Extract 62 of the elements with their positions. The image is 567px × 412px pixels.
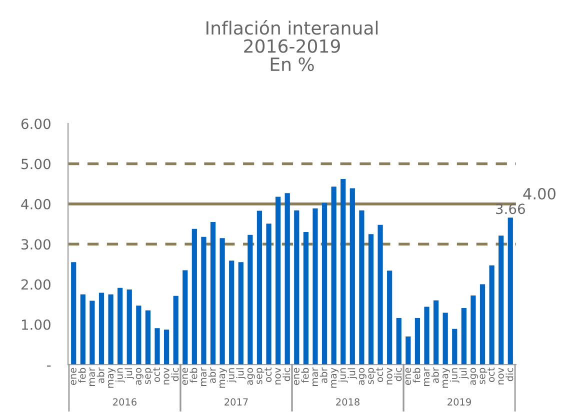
- x-tick-label: jun: [338, 368, 348, 383]
- x-tick-label: feb: [78, 368, 86, 383]
- x-tick-label: nov: [164, 368, 170, 384]
- x-tick-label: ene: [182, 368, 188, 385]
- x-tick-label: dic: [506, 368, 514, 382]
- x-tick-label: ago: [470, 368, 478, 385]
- x-tick-label: may: [442, 368, 450, 388]
- x-tick-label: ago: [358, 368, 366, 385]
- x-tick-label: mar: [424, 367, 430, 386]
- x-tick-label: dic: [282, 368, 290, 382]
- y-tick-label: 2.00: [21, 279, 50, 290]
- x-tick-label: jul: [236, 368, 246, 380]
- y-tick-label: 1.00: [22, 319, 50, 330]
- y-tick-label: 4.00: [21, 198, 50, 210]
- x-tick-label: feb: [301, 368, 309, 383]
- x-tick-label: jun: [115, 368, 125, 383]
- x-tick-label: nov: [498, 368, 504, 384]
- x-tick-label: abr: [431, 367, 439, 383]
- x-tick-label: sep: [368, 368, 376, 384]
- x-tick-label: sep: [256, 368, 264, 384]
- x-tick-label: sep: [480, 368, 488, 384]
- x-tick-label: may: [108, 368, 116, 388]
- x-tick-label: oct: [264, 368, 272, 382]
- text: 2018: [336, 398, 360, 406]
- x-tick-label: dic: [394, 368, 402, 382]
- text: 2016: [113, 398, 136, 406]
- chart-title: Inflación interanual 2016-2019 En %: [206, 20, 378, 72]
- x-tick-label: nov: [386, 368, 392, 384]
- x-tick-label: feb: [412, 368, 420, 383]
- text: 2019: [448, 398, 471, 406]
- x-tick-label: abr: [320, 367, 328, 383]
- y-tick-label: 6.00: [21, 118, 50, 130]
- x-tick-label: oct: [153, 368, 160, 382]
- x-tick-label: nov: [275, 368, 281, 384]
- x-tick-label: oct: [376, 368, 384, 382]
- x-tick-label: dic: [171, 368, 179, 382]
- x-tick-label: ago: [136, 368, 144, 385]
- ref-line-label: 4.00: [523, 188, 556, 200]
- x-tick-label: abr: [208, 367, 216, 383]
- x-tick-label: mar: [200, 367, 207, 386]
- x-tick-label: jul: [124, 368, 134, 380]
- x-tick-label: abr: [96, 367, 104, 383]
- y-tick-label: 5.00: [22, 158, 50, 170]
- y-tick-label: 3.00: [22, 239, 50, 250]
- x-tick-label: oct: [488, 368, 495, 382]
- x-tick-label: ago: [247, 368, 255, 385]
- x-tick-label: sep: [145, 368, 153, 384]
- x-tick-label: jun: [226, 368, 236, 383]
- x-tick-label: jun: [450, 368, 460, 383]
- x-tick-label: may: [331, 368, 339, 388]
- data-label: 3.66: [496, 204, 525, 214]
- text: 2017: [224, 398, 248, 406]
- y-tick-label: -: [47, 366, 51, 367]
- x-tick-label: feb: [190, 368, 198, 383]
- x-tick-label: may: [220, 368, 228, 388]
- x-tick-label: mar: [312, 367, 318, 386]
- x-tick-label: ene: [70, 368, 76, 385]
- x-tick-label: jul: [459, 368, 469, 380]
- x-tick-label: mar: [89, 367, 96, 386]
- x-tick-label: ene: [294, 368, 300, 385]
- x-tick-label: ene: [405, 368, 411, 385]
- x-tick-label: jul: [348, 368, 358, 380]
